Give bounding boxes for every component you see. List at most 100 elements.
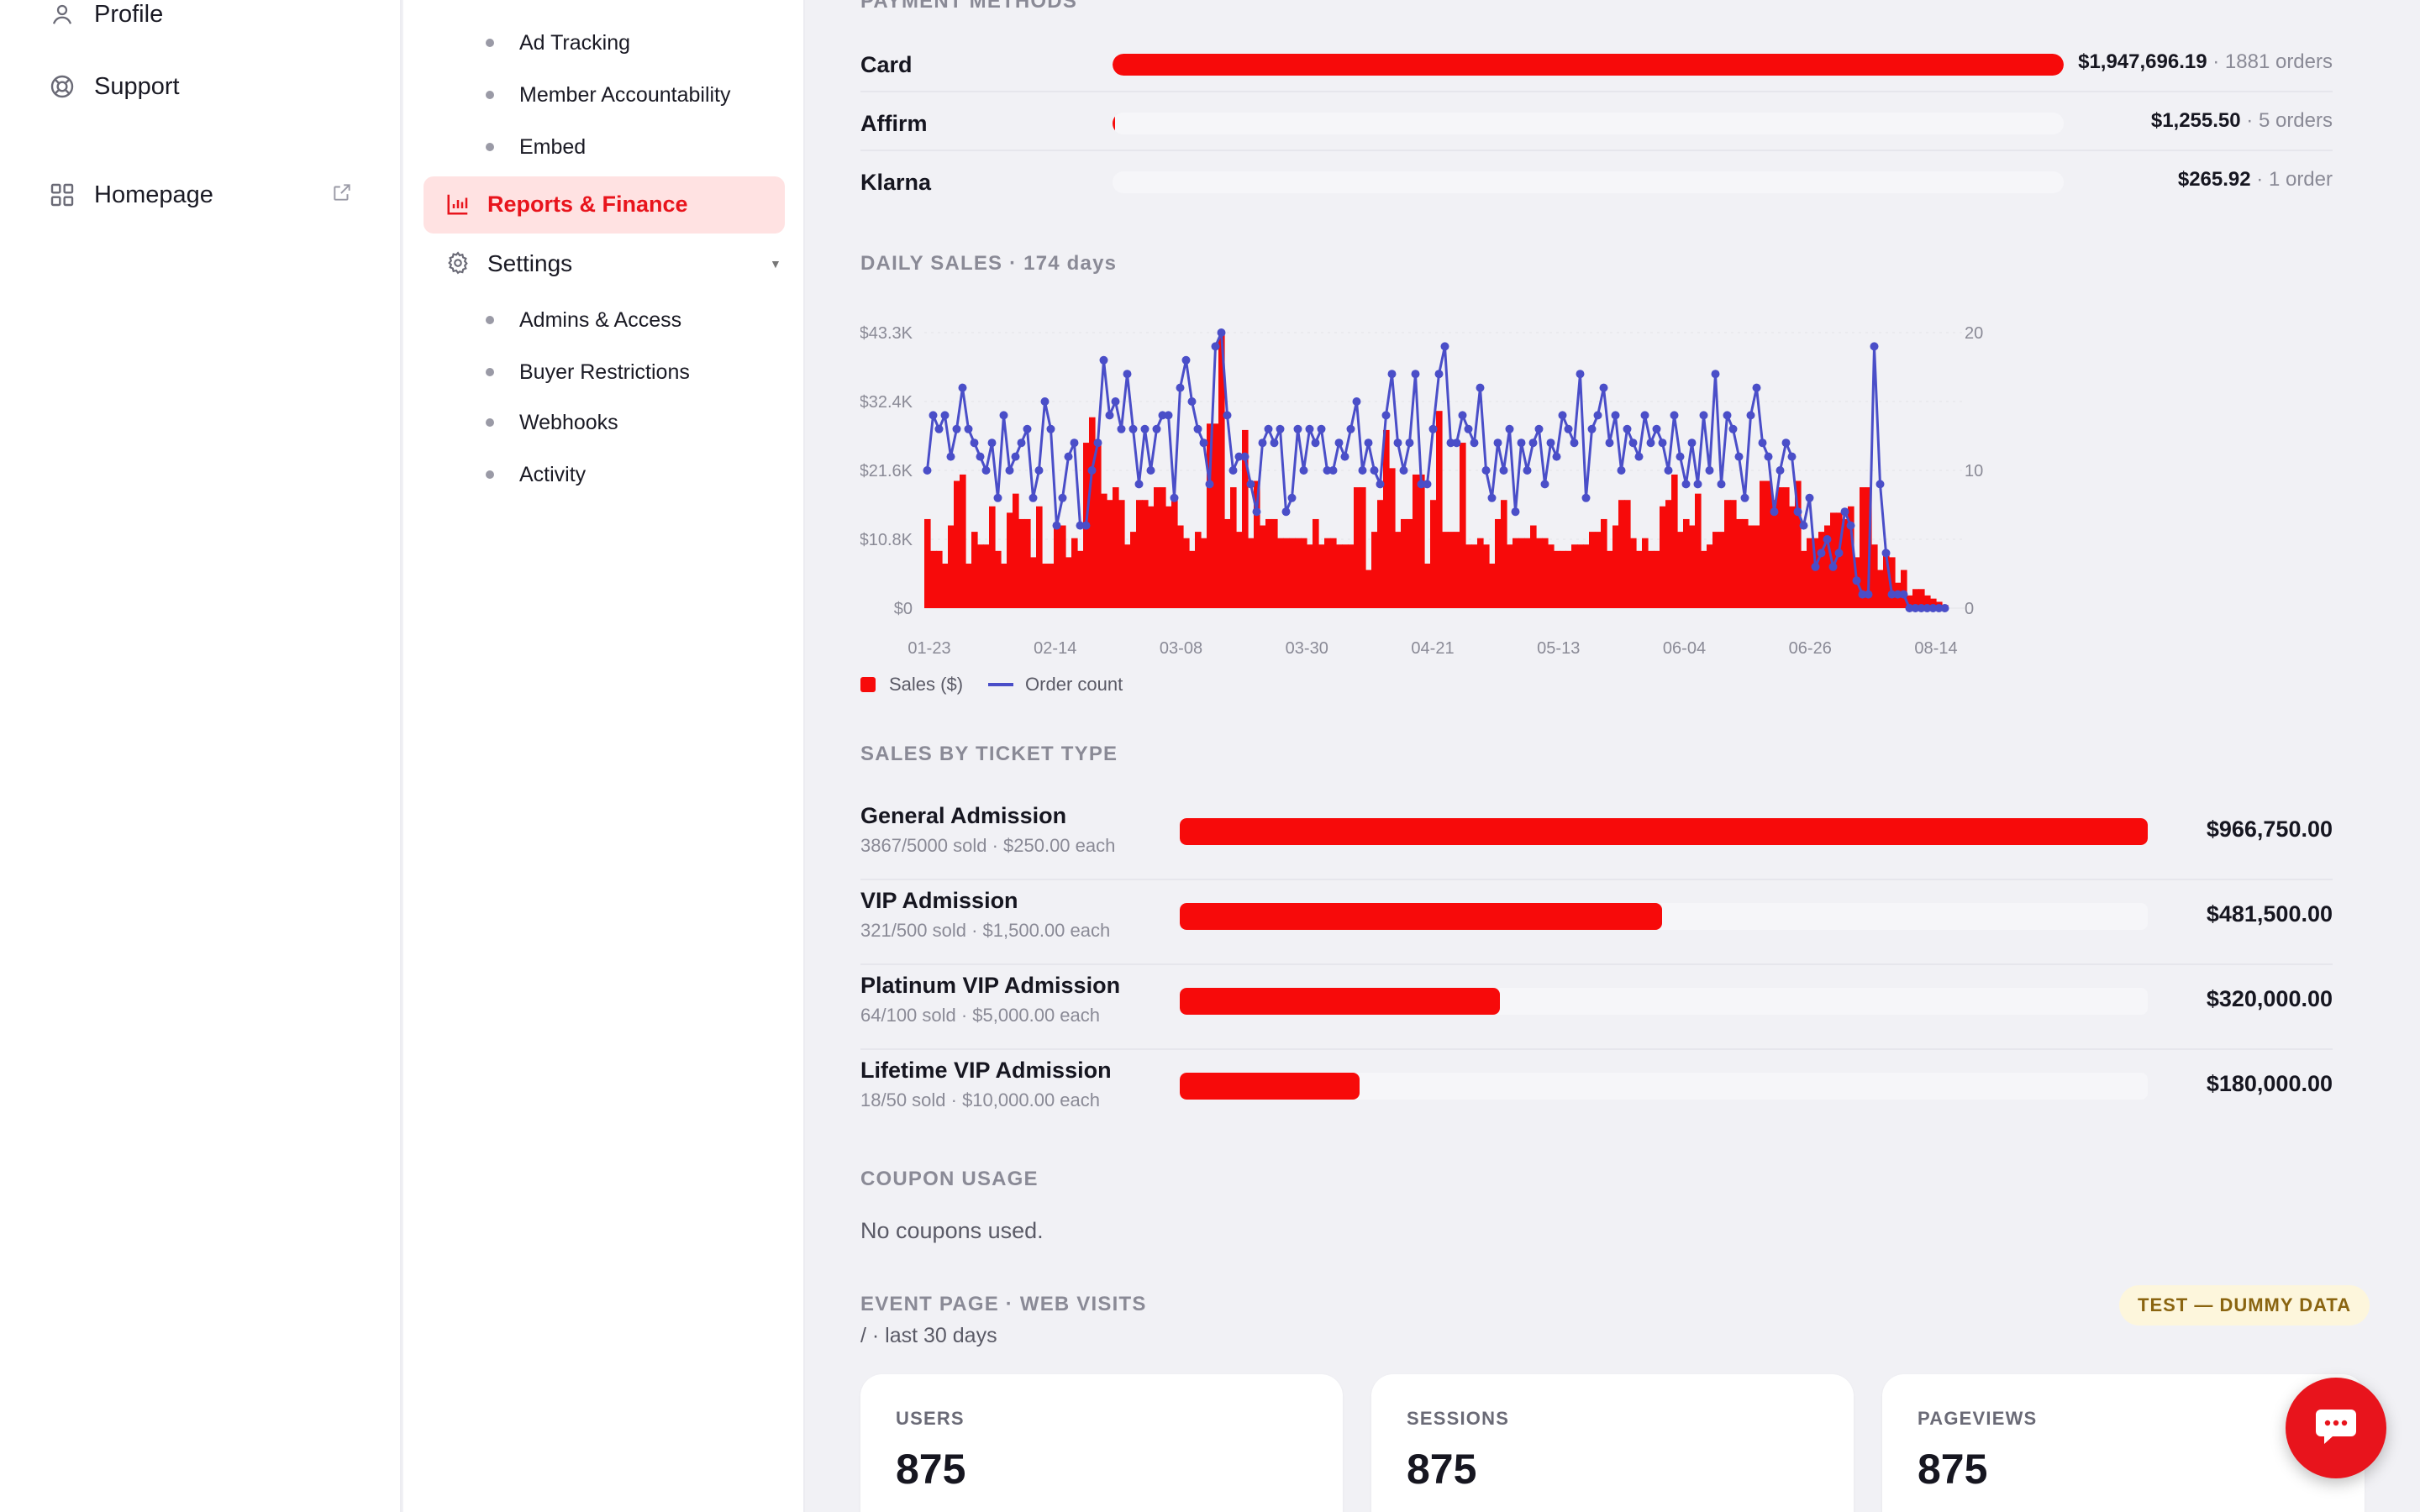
order-count-point [1599, 383, 1608, 392]
sales-bar [1618, 500, 1625, 608]
order-count-point [1187, 397, 1197, 406]
sales-bar [1724, 500, 1731, 608]
sales-bar [1413, 474, 1419, 608]
coupon-usage-text: No coupons used. [860, 1218, 1044, 1243]
ticket-type-name: Lifetime VIP Admission [860, 1058, 1112, 1083]
order-count-point [981, 466, 991, 475]
sales-bar [1054, 525, 1060, 608]
sales-bar [1260, 525, 1266, 608]
subnav-item-activity[interactable]: Activity [486, 458, 586, 491]
nav-item-settings[interactable]: Settings ▼ [424, 245, 785, 286]
sales-bar [1407, 518, 1413, 608]
subnav-item-webhooks[interactable]: Webhooks [486, 406, 618, 439]
payment-method-value: $1,947,696.19 · 1881 orders [2078, 50, 2333, 74]
subnav-label: Buyer Restrictions [519, 360, 690, 384]
order-count-point [1476, 383, 1485, 392]
nav-item-homepage[interactable]: Homepage [47, 174, 213, 216]
order-count-point [1170, 493, 1179, 502]
order-count-point [1311, 438, 1320, 448]
sales-bar [1748, 525, 1754, 608]
sales-bar [1360, 487, 1366, 608]
order-count-point [1140, 424, 1150, 433]
sales-bar [1248, 538, 1255, 608]
order-count-point [1523, 466, 1532, 475]
sales-bar [1436, 411, 1443, 608]
ticket-types-title: SALES BY TICKET TYPE [860, 743, 1118, 765]
order-count-point [1105, 411, 1114, 420]
sales-bar [1601, 518, 1607, 608]
order-count-point [1423, 480, 1432, 489]
order-count-point [1134, 480, 1144, 489]
order-count-point [1052, 521, 1061, 530]
ticket-type-bar [1180, 818, 2148, 845]
order-count-point [1881, 549, 1891, 558]
y-left-tick-label: $43.3K [860, 324, 913, 343]
ticket-type-bar [1180, 903, 2148, 930]
primary-sidebar: Profile Support Homepage [0, 0, 402, 1512]
order-count-point [940, 411, 950, 420]
subnav-item-buyer-restrictions[interactable]: Buyer Restrictions [486, 355, 690, 389]
bullet-icon [486, 368, 494, 376]
daily-sales-svg: $0 $10.8K $21.6K $32.4K $43.3K 0 10 20 01-23 02-1… [860, 324, 1984, 658]
nav-item-support[interactable]: Support [47, 66, 180, 108]
order-count-point [1734, 452, 1744, 461]
order-count-point [929, 411, 938, 420]
chart-legend: Sales ($) Order count [860, 674, 1123, 696]
sales-bar [1560, 550, 1566, 608]
subnav-item-embed[interactable]: Embed [486, 130, 586, 164]
sales-bar [1689, 525, 1696, 608]
order-count-point [1817, 549, 1826, 558]
x-tick-label: 06-04 [1663, 639, 1706, 658]
nav-item-profile[interactable]: Profile [47, 0, 163, 35]
payment-share-bar [1113, 171, 2064, 193]
order-count-point [1034, 466, 1044, 475]
sales-bar [971, 532, 978, 608]
sales-bar [1718, 532, 1725, 608]
order-count-point [1481, 466, 1491, 475]
subnav-item-admins-access[interactable]: Admins & Access [486, 303, 681, 337]
order-count-point [1340, 452, 1349, 461]
sales-bar [1454, 532, 1460, 608]
sales-bar [983, 544, 990, 608]
nav-item-reports-finance[interactable]: Reports & Finance [424, 176, 785, 234]
sales-bar [1230, 487, 1237, 608]
order-count-point [1217, 328, 1226, 337]
payment-share-fill [1113, 113, 1115, 134]
payment-method-row: Klarna $265.92 · 1 order [860, 151, 2333, 210]
sales-bar [948, 525, 955, 608]
sales-bar [1130, 532, 1137, 608]
sales-bar [936, 550, 943, 608]
x-tick-label: 03-30 [1286, 639, 1328, 658]
ticket-type-amount: $320,000.00 [2206, 986, 2333, 1011]
order-count-point [1876, 480, 1885, 489]
stat-value: 875 [896, 1446, 966, 1493]
sales-bar [989, 506, 996, 608]
order-count-point [946, 452, 955, 461]
sales-bar [1730, 500, 1737, 608]
chat-button[interactable] [2286, 1378, 2386, 1478]
subnav-item-member-accountability[interactable]: Member Accountability [486, 78, 731, 112]
order-count-point [1370, 466, 1379, 475]
order-count-point [1252, 507, 1261, 517]
ticket-type-row: Platinum VIP Admission 64/100 sold · $5,… [860, 966, 2333, 1050]
sales-bar [1901, 570, 1907, 608]
sales-bar [1871, 544, 1878, 608]
order-count-point [1434, 370, 1444, 379]
order-count-point [1511, 507, 1520, 517]
order-count-point [1064, 452, 1073, 461]
external-link-icon[interactable] [331, 181, 355, 205]
gear-icon [445, 250, 472, 277]
order-count-point [1276, 424, 1285, 433]
payment-orders: · 1 order [2250, 168, 2333, 191]
order-count-point [1934, 604, 1944, 612]
subnav-item-ad-tracking[interactable]: Ad Tracking [486, 26, 630, 60]
sales-bar [1860, 487, 1866, 608]
sales-bar [1665, 500, 1672, 608]
order-count-point [1911, 604, 1920, 612]
order-count-point [1305, 424, 1314, 433]
ticket-type-fill [1180, 988, 1501, 1015]
order-count-point [987, 438, 997, 448]
payment-method-name: Card [860, 52, 913, 77]
sales-bar [1571, 544, 1578, 608]
sales-bar [995, 550, 1002, 608]
